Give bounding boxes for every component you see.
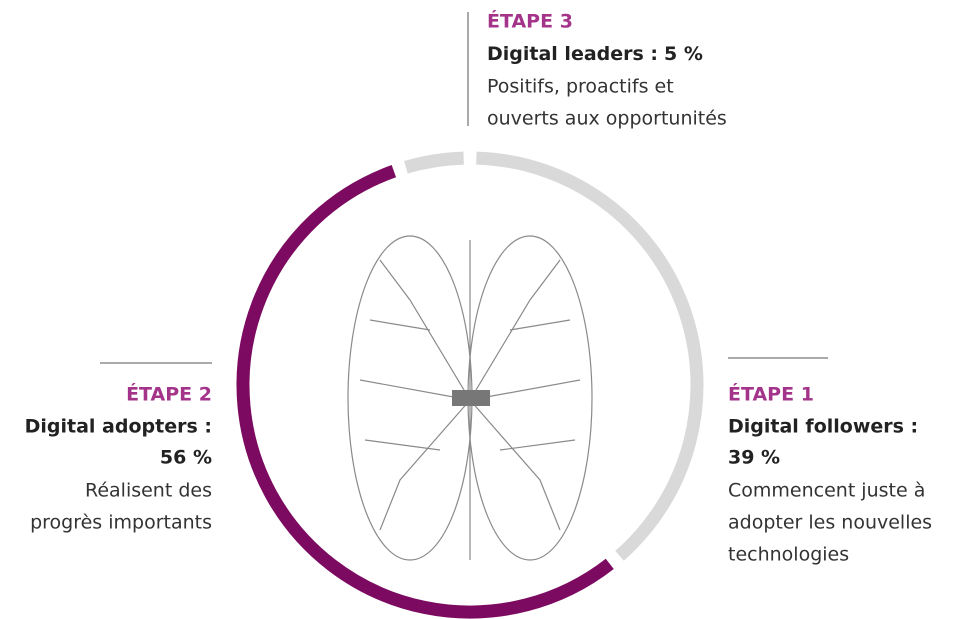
description: ouverts aux opportunités [487,108,727,130]
description: Réalisent des [85,480,212,502]
donut-segment [236,165,614,619]
category-label: Digital leaders : 5 % [487,43,703,65]
brain-illustration [347,235,593,561]
value-label: 56 % [160,447,212,469]
description: adopter les nouvelles [728,512,932,534]
description: technologies [728,544,849,566]
description: progrès importants [30,512,212,534]
category-label: Digital followers : [728,416,918,438]
description: Commencent juste à [728,480,925,502]
category-name: Digital leaders : [487,43,658,65]
category-label: Digital adopters : [25,416,212,438]
stage-label: ÉTAPE 2 [126,383,212,406]
stage-label: ÉTAPE 1 [728,383,814,406]
donut-segment [476,151,704,561]
description: Positifs, proactifs et [487,76,674,98]
donut-segment [404,151,464,174]
value-label: 39 % [728,447,780,469]
stage-label: ÉTAPE 3 [487,10,573,33]
value-label: 5 % [664,43,703,65]
